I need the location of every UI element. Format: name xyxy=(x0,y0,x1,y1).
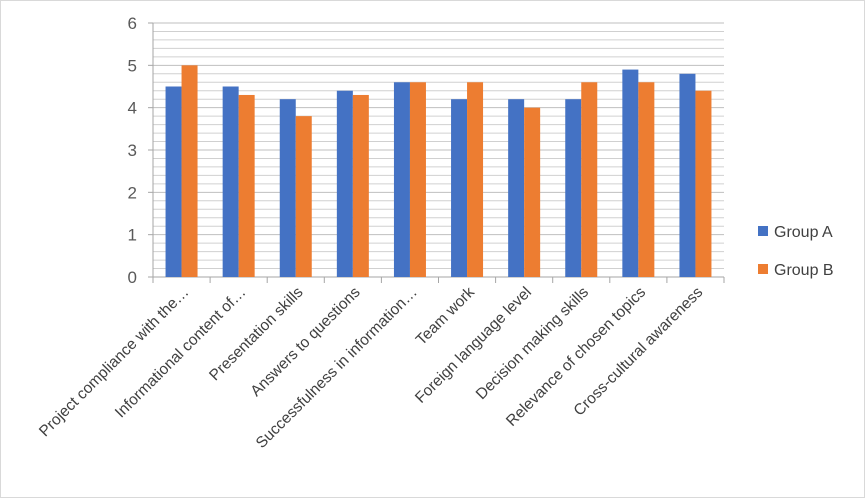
bars xyxy=(165,65,712,278)
legend: Group A Group B xyxy=(758,224,834,279)
legend-swatch xyxy=(758,264,768,274)
bar-group-a xyxy=(565,99,582,277)
legend-swatch xyxy=(758,226,768,236)
bar-group-b xyxy=(409,82,426,278)
bar-group-b xyxy=(581,82,598,278)
legend-label: Group B xyxy=(774,262,834,279)
y-axis-tick-labels: 0 1 2 3 4 5 6 xyxy=(128,14,137,287)
x-category-label: Decision making skills xyxy=(473,284,592,403)
bar-group-b xyxy=(638,82,655,278)
bar-group-b xyxy=(238,94,255,277)
y-tick-label: 4 xyxy=(128,99,137,118)
y-tick-label: 2 xyxy=(128,183,137,202)
bar-group-a xyxy=(393,82,410,278)
bar-group-a xyxy=(451,99,468,277)
legend-label: Group A xyxy=(774,224,833,241)
x-axis-category-labels: Project compliance with the…Informationa… xyxy=(36,284,706,452)
bar-group-b xyxy=(352,94,369,277)
x-category-label: Answers to questions xyxy=(247,284,363,400)
bar-group-b xyxy=(181,65,198,277)
bar-group-b xyxy=(467,82,484,278)
bar-group-a xyxy=(679,73,696,277)
bar-group-b xyxy=(695,90,712,277)
bar-group-a xyxy=(279,99,296,277)
bar-group-a xyxy=(336,90,353,277)
bar-group-b xyxy=(524,107,541,278)
y-tick-label: 6 xyxy=(128,14,137,33)
bar-group-b xyxy=(295,116,312,277)
y-tick-label: 1 xyxy=(128,226,137,245)
bar-group-a xyxy=(622,69,639,277)
y-tick-label: 5 xyxy=(128,56,137,75)
y-tick-label: 0 xyxy=(128,268,137,287)
y-tick-label: 3 xyxy=(128,141,137,160)
x-category-label: Foreign language level xyxy=(412,284,535,407)
bar-group-a xyxy=(222,86,239,277)
bar-group-a xyxy=(508,99,525,277)
bar-group-a xyxy=(165,86,182,277)
